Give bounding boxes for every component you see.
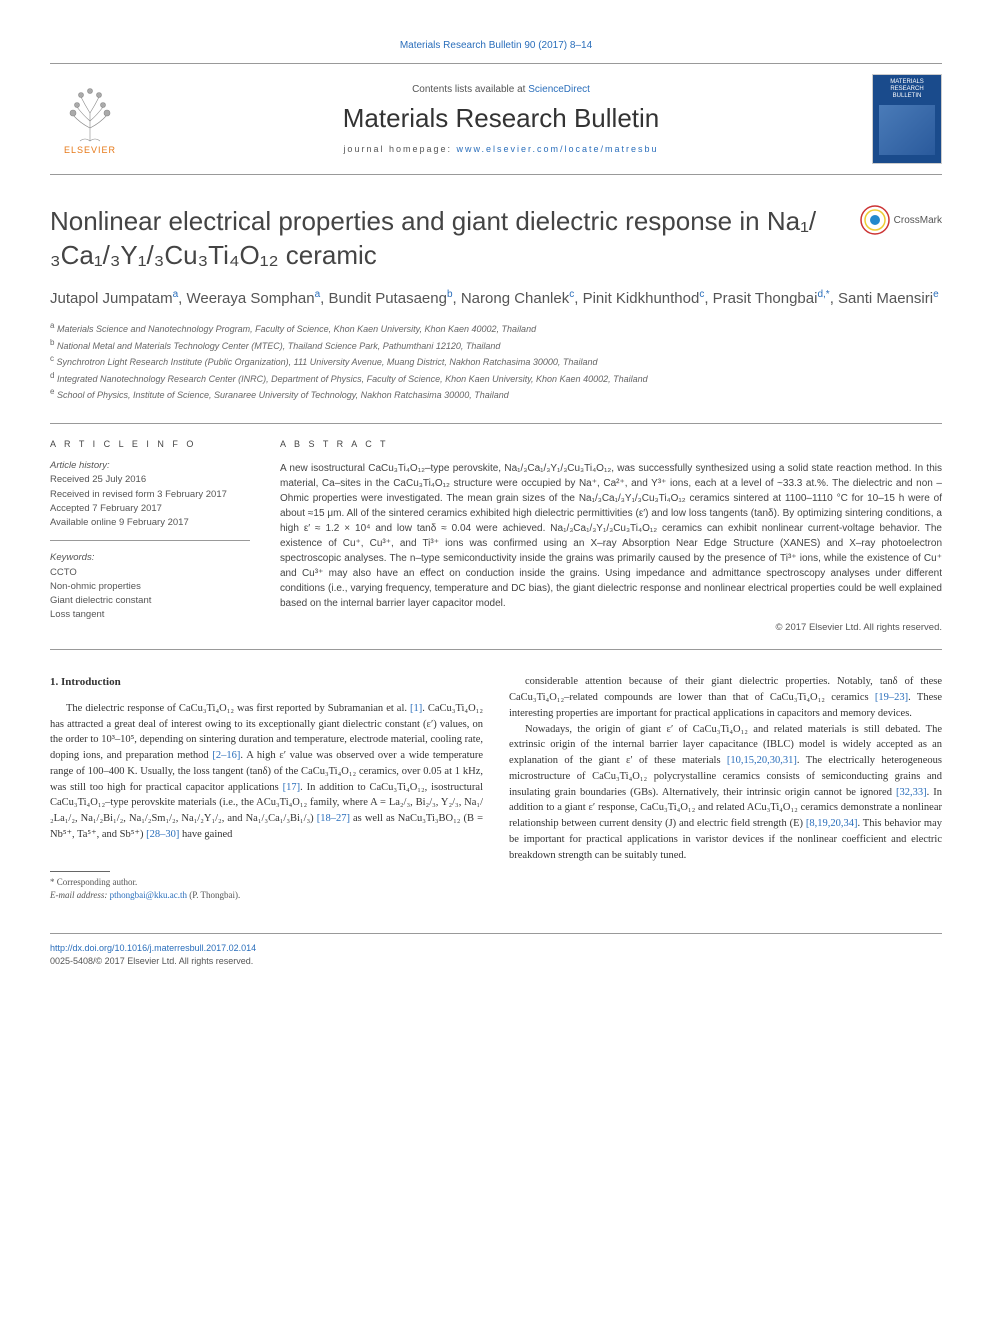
accepted-date: Accepted 7 February 2017: [50, 502, 250, 516]
page-footer: http://dx.doi.org/10.1016/j.materresbull…: [50, 933, 942, 969]
keyword-2: Non-ohmic properties: [50, 580, 250, 594]
page-container: Materials Research Bulletin 90 (2017) 8–…: [0, 0, 992, 1009]
affiliation-a: a Materials Science and Nanotechnology P…: [50, 320, 942, 337]
journal-cover-image: [879, 105, 935, 155]
elsevier-logo: ELSEVIER: [50, 74, 130, 164]
sciencedirect-link[interactable]: ScienceDirect: [528, 84, 590, 95]
affiliation-d: d Integrated Nanotechnology Research Cen…: [50, 370, 942, 387]
crossmark-icon: [860, 205, 890, 235]
email-label: E-mail address:: [50, 890, 110, 900]
issn-copyright: 0025-5408/© 2017 Elsevier Ltd. All right…: [50, 956, 253, 966]
abstract-text: A new isostructural CaCu₃Ti₄O₁₂–type per…: [280, 461, 942, 611]
header-banner: ELSEVIER Contents lists available at Sci…: [50, 63, 942, 175]
crossmark-label: CrossMark: [894, 215, 942, 226]
received-date: Received 25 July 2016: [50, 473, 250, 487]
keywords-label: Keywords:: [50, 551, 250, 565]
keyword-3: Giant dielectric constant: [50, 594, 250, 608]
affiliation-e: e School of Physics, Institute of Scienc…: [50, 386, 942, 403]
doi-link[interactable]: http://dx.doi.org/10.1016/j.materresbull…: [50, 943, 256, 953]
authors-list: Jutapol Jumpatama, Weeraya Somphana, Bun…: [50, 287, 942, 311]
info-divider: [50, 540, 250, 541]
corresponding-divider: [50, 871, 110, 872]
section-1-heading: 1. Introduction: [50, 674, 483, 691]
header-citation: Materials Research Bulletin 90 (2017) 8–…: [50, 40, 942, 51]
keyword-4: Loss tangent: [50, 608, 250, 622]
email-suffix: (P. Thongbai).: [187, 890, 240, 900]
article-info: A R T I C L E I N F O Article history: R…: [50, 438, 250, 636]
title-wrapper: CrossMark Nonlinear electrical propertie…: [50, 205, 942, 273]
online-date: Available online 9 February 2017: [50, 516, 250, 530]
article-info-heading: A R T I C L E I N F O: [50, 438, 250, 452]
history-label: Article history:: [50, 459, 250, 473]
revised-date: Received in revised form 3 February 2017: [50, 488, 250, 502]
body-columns: 1. Introduction The dielectric response …: [50, 674, 942, 902]
abstract: A B S T R A C T A new isostructural CaCu…: [280, 438, 942, 636]
abstract-copyright: © 2017 Elsevier Ltd. All rights reserved…: [280, 621, 942, 635]
corresponding-author-block: * Corresponding author. E-mail address: …: [50, 871, 483, 903]
elsevier-tree-icon: [55, 83, 125, 143]
elsevier-text: ELSEVIER: [64, 145, 116, 155]
homepage-prefix: journal homepage:: [343, 144, 456, 154]
contents-prefix: Contents lists available at: [412, 84, 528, 95]
corresponding-label: * Corresponding author.: [50, 876, 483, 890]
journal-name: Materials Research Bulletin: [130, 103, 872, 134]
banner-center: Contents lists available at ScienceDirec…: [130, 84, 872, 154]
keyword-1: CCTO: [50, 566, 250, 580]
affiliation-c: c Synchrotron Light Research Institute (…: [50, 353, 942, 370]
info-abstract-row: A R T I C L E I N F O Article history: R…: [50, 423, 942, 651]
affiliations: a Materials Science and Nanotechnology P…: [50, 320, 942, 403]
homepage-link[interactable]: www.elsevier.com/locate/matresbu: [457, 144, 659, 154]
corresponding-email-line: E-mail address: pthongbai@kku.ac.th (P. …: [50, 889, 483, 903]
column-left: 1. Introduction The dielectric response …: [50, 674, 483, 902]
abstract-heading: A B S T R A C T: [280, 438, 942, 452]
journal-cover: MATERIALS RESEARCH BULLETIN: [872, 74, 942, 164]
column-right: considerable attention because of their …: [509, 674, 942, 902]
affiliation-b: b National Metal and Materials Technolog…: [50, 337, 942, 354]
corresponding-email-link[interactable]: pthongbai@kku.ac.th: [110, 890, 187, 900]
article-title: Nonlinear electrical properties and gian…: [50, 205, 942, 273]
intro-paragraph-1: The dielectric response of CaCu₃Ti₄O₁₂ w…: [50, 701, 483, 843]
journal-cover-title: MATERIALS RESEARCH BULLETIN: [877, 79, 937, 101]
intro-paragraph-3: Nowadays, the origin of giant ε′ of CaCu…: [509, 722, 942, 864]
crossmark-badge[interactable]: CrossMark: [860, 205, 942, 235]
contents-line: Contents lists available at ScienceDirec…: [130, 84, 872, 95]
homepage-line: journal homepage: www.elsevier.com/locat…: [130, 144, 872, 154]
intro-paragraph-2: considerable attention because of their …: [509, 674, 942, 721]
